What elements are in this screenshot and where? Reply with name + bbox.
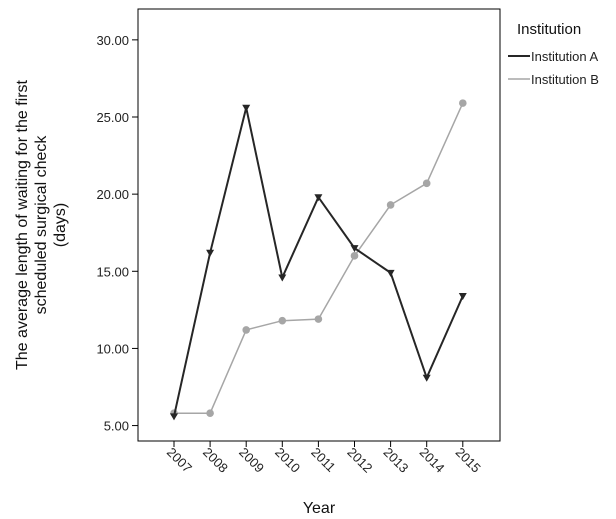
data-point-institution-b (242, 326, 250, 334)
data-point-institution-a (206, 249, 215, 257)
legend-label-institution-b: Institution B (531, 72, 599, 87)
data-point-institution-b (278, 316, 287, 325)
data-point-institution-b (206, 409, 214, 418)
legend: Institution Institution A Institution B (508, 21, 599, 87)
legend-title: Institution (517, 21, 581, 38)
data-point-institution-b (350, 252, 359, 260)
x-axis-title: Year (303, 500, 336, 517)
y-tick-label: 20.00 (96, 187, 129, 202)
y-tick-label: 15.00 (96, 264, 129, 279)
x-tick-label: 2013 (380, 445, 411, 476)
data-point-institution-a (278, 274, 287, 282)
x-tick-label: 2009 (236, 445, 267, 476)
legend-item-institution-b: Institution B (508, 72, 599, 87)
data-point-institution-b (459, 99, 467, 107)
data-point-institution-a (170, 413, 178, 421)
data-point-institution-b (422, 179, 431, 188)
x-tick-label: 2014 (417, 445, 448, 476)
x-tick-label: 2015 (453, 445, 484, 476)
y-axis-title: The average length of waiting for the fi… (14, 79, 69, 369)
legend-label-institution-a: Institution A (531, 49, 599, 64)
x-axis: 2007 2008 2009 2010 2011 2012 2013 2014 2015 (164, 441, 484, 476)
x-tick-label: 2011 (308, 445, 338, 475)
x-tick-label: 2007 (164, 445, 195, 476)
data-point-institution-b (386, 201, 395, 209)
data-point-institution-a (458, 292, 467, 300)
x-tick-label: 2008 (200, 445, 231, 476)
data-point-institution-a (386, 269, 395, 277)
y-axis: 5.00 10.00 15.00 20.00 25.00 30.00 (96, 33, 138, 434)
y-tick-label: 30.00 (96, 33, 129, 48)
data-point-institution-a (314, 194, 323, 202)
x-tick-label: 2010 (272, 445, 303, 476)
data-point-institution-a (422, 374, 431, 382)
y-axis-title-line-1: The average length of waiting for the fi… (14, 79, 31, 369)
y-tick-label: 25.00 (96, 110, 129, 125)
y-tick-label: 5.00 (104, 419, 129, 434)
y-axis-title-line-3: (days) (52, 203, 69, 247)
y-axis-title-line-2: scheduled surgical check (33, 135, 50, 315)
plot-frame (137, 8, 501, 442)
series-layer (170, 99, 467, 421)
y-tick-label: 10.00 (96, 341, 129, 356)
x-tick-label: 2012 (344, 445, 375, 476)
legend-item-institution-a: Institution A (508, 49, 599, 64)
data-point-institution-a (242, 104, 251, 112)
data-point-institution-a (350, 245, 359, 253)
data-point-institution-b (314, 315, 323, 323)
